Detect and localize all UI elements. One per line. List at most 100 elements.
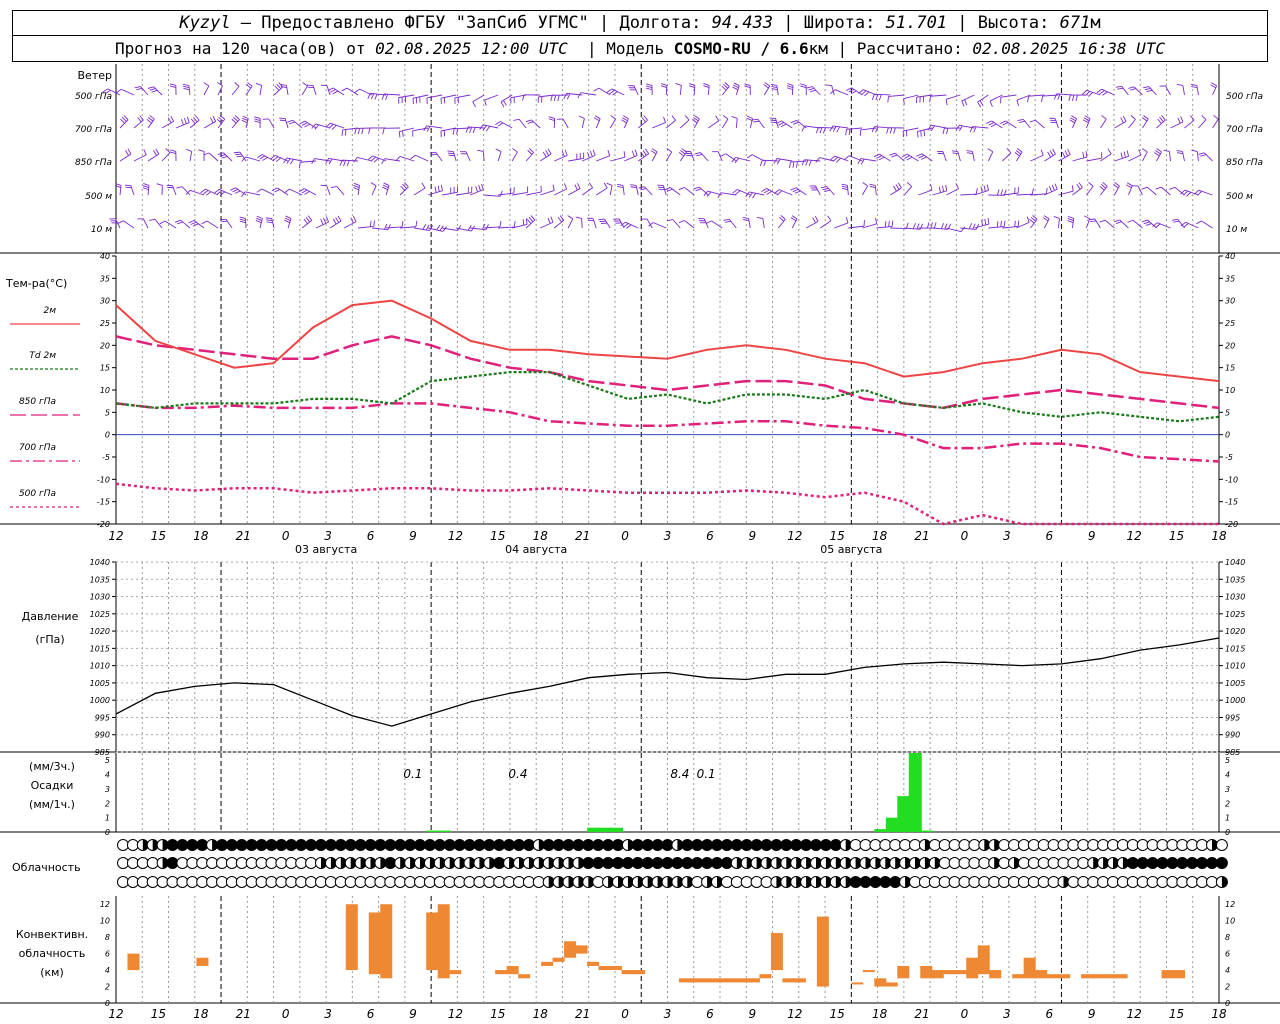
cloud-symbol — [691, 839, 704, 851]
latitude: 51.701 — [885, 13, 948, 33]
wind-barb-feather — [810, 89, 817, 93]
wind-barb-shaft — [812, 86, 821, 96]
cloud-half — [924, 839, 931, 851]
wind-barb-shaft — [848, 225, 865, 229]
wind-barb-feather — [771, 88, 778, 91]
wind-barb-feather — [850, 90, 857, 95]
cloud-circle — [225, 839, 238, 851]
wind-barb-feather — [357, 128, 361, 135]
cloud-symbol — [1176, 857, 1189, 869]
cloud-circle — [849, 876, 862, 888]
wind-barb-feather — [1126, 184, 1132, 189]
cloud-circle — [423, 876, 436, 888]
wind-barb-feather — [1183, 223, 1189, 228]
wind-barb-feather — [606, 182, 613, 186]
conv-bar — [977, 945, 990, 975]
wind-barb-feather — [353, 182, 360, 186]
cloud-symbol — [176, 839, 189, 851]
cloud-symbol — [909, 876, 921, 888]
wind-barb-feather — [822, 187, 829, 191]
wind-barb-feather — [275, 157, 282, 163]
wind-barb-feather — [330, 89, 336, 93]
cloud-symbol — [780, 857, 793, 869]
wind-barb-feather — [827, 215, 832, 222]
cloud-circle — [126, 857, 139, 869]
wind-barb-feather — [869, 185, 876, 188]
cloud-symbol — [1097, 876, 1110, 888]
wind-barb-feather — [844, 155, 850, 160]
temp-axis-title: Тем-ра(°C) — [5, 277, 67, 290]
wind-barb-shaft — [834, 155, 849, 162]
conv-xtick-label: 9 — [1088, 1007, 1096, 1021]
wind-barb-shaft — [1030, 219, 1038, 229]
wind-barb-feather — [1152, 222, 1158, 227]
wind-barb-shaft — [245, 218, 247, 229]
cloud-half — [330, 857, 337, 869]
wind-barb-shaft — [147, 118, 155, 129]
wind-barb-feather — [678, 187, 685, 191]
temp-axis-tick-label-right: -5 — [1225, 453, 1233, 462]
wind-barb-feather — [722, 83, 729, 89]
wind-barb-feather — [500, 101, 505, 108]
wind-barb-feather — [966, 150, 973, 152]
cloud-symbol — [483, 839, 496, 851]
cloud-circle — [948, 857, 961, 869]
cloud-circle — [1166, 876, 1179, 888]
cloud-half — [340, 857, 347, 869]
cloud-circle — [1166, 839, 1179, 851]
temp-axis-tick-label-left: -10 — [97, 475, 110, 484]
wind-barb-feather — [279, 119, 286, 122]
wind-barb-feather — [465, 126, 469, 133]
conv-bar — [874, 978, 887, 987]
wind-barb-feather — [800, 85, 807, 88]
wind-barb-feather — [1117, 87, 1124, 90]
precip-bar — [920, 830, 934, 832]
wind-barb-shaft — [500, 94, 513, 103]
wind-barb-shaft — [540, 190, 555, 196]
wind-barb-shaft — [1071, 218, 1075, 229]
wind-barb-shaft — [903, 94, 919, 100]
wind-barb-shaft — [289, 188, 303, 196]
wind-barb-shaft — [454, 94, 471, 99]
wind-barb-feather — [612, 91, 618, 96]
wind-barb-feather — [845, 217, 849, 224]
cloud-circle — [136, 857, 149, 869]
wind-barb-feather — [1043, 215, 1050, 220]
wind-barb-shaft — [679, 119, 690, 129]
wind-barb-shaft — [1002, 225, 1019, 229]
wind-barb-feather — [1200, 154, 1207, 157]
wind-barb-shaft — [147, 185, 150, 196]
wind-barb-feather — [239, 218, 246, 221]
cloud-symbol — [404, 857, 417, 869]
pressure-axis-tick-label-right: 995 — [1225, 713, 1240, 722]
cloud-symbol — [285, 839, 298, 851]
wind-barb-shaft — [440, 127, 457, 132]
wind-barb-feather — [402, 183, 407, 189]
cloud-symbol — [829, 857, 842, 869]
cloud-symbol — [1057, 876, 1070, 888]
cloud-half — [905, 876, 911, 888]
wind-barb-feather — [657, 184, 664, 187]
wind-barb-feather — [878, 94, 882, 101]
wind-barb-shaft — [791, 85, 794, 96]
conv-tick-label-left: 10 — [100, 917, 110, 926]
cloud-symbol — [592, 876, 605, 888]
wind-barb-shaft — [554, 154, 568, 162]
wind-barb-feather — [889, 127, 893, 134]
wind-barb-feather — [884, 221, 887, 228]
cloud-symbol — [1008, 876, 1020, 888]
precip-bar — [874, 829, 888, 832]
temp-axis-tick-label-left: 5 — [105, 408, 110, 417]
wind-barb-shaft — [456, 227, 472, 232]
wind-barb-feather — [381, 158, 385, 165]
wind-barb-feather — [1088, 92, 1093, 97]
cloud-circle — [206, 876, 219, 888]
wind-barb-feather — [1057, 93, 1061, 100]
cloud-symbol — [958, 839, 971, 851]
wind-barb-feather — [437, 185, 440, 192]
cloud-symbol — [1215, 857, 1228, 869]
wind-barb-feather — [778, 216, 785, 222]
cloud-half — [400, 857, 406, 869]
wind-barb-feather — [920, 156, 927, 160]
cloud-symbol — [562, 876, 575, 888]
